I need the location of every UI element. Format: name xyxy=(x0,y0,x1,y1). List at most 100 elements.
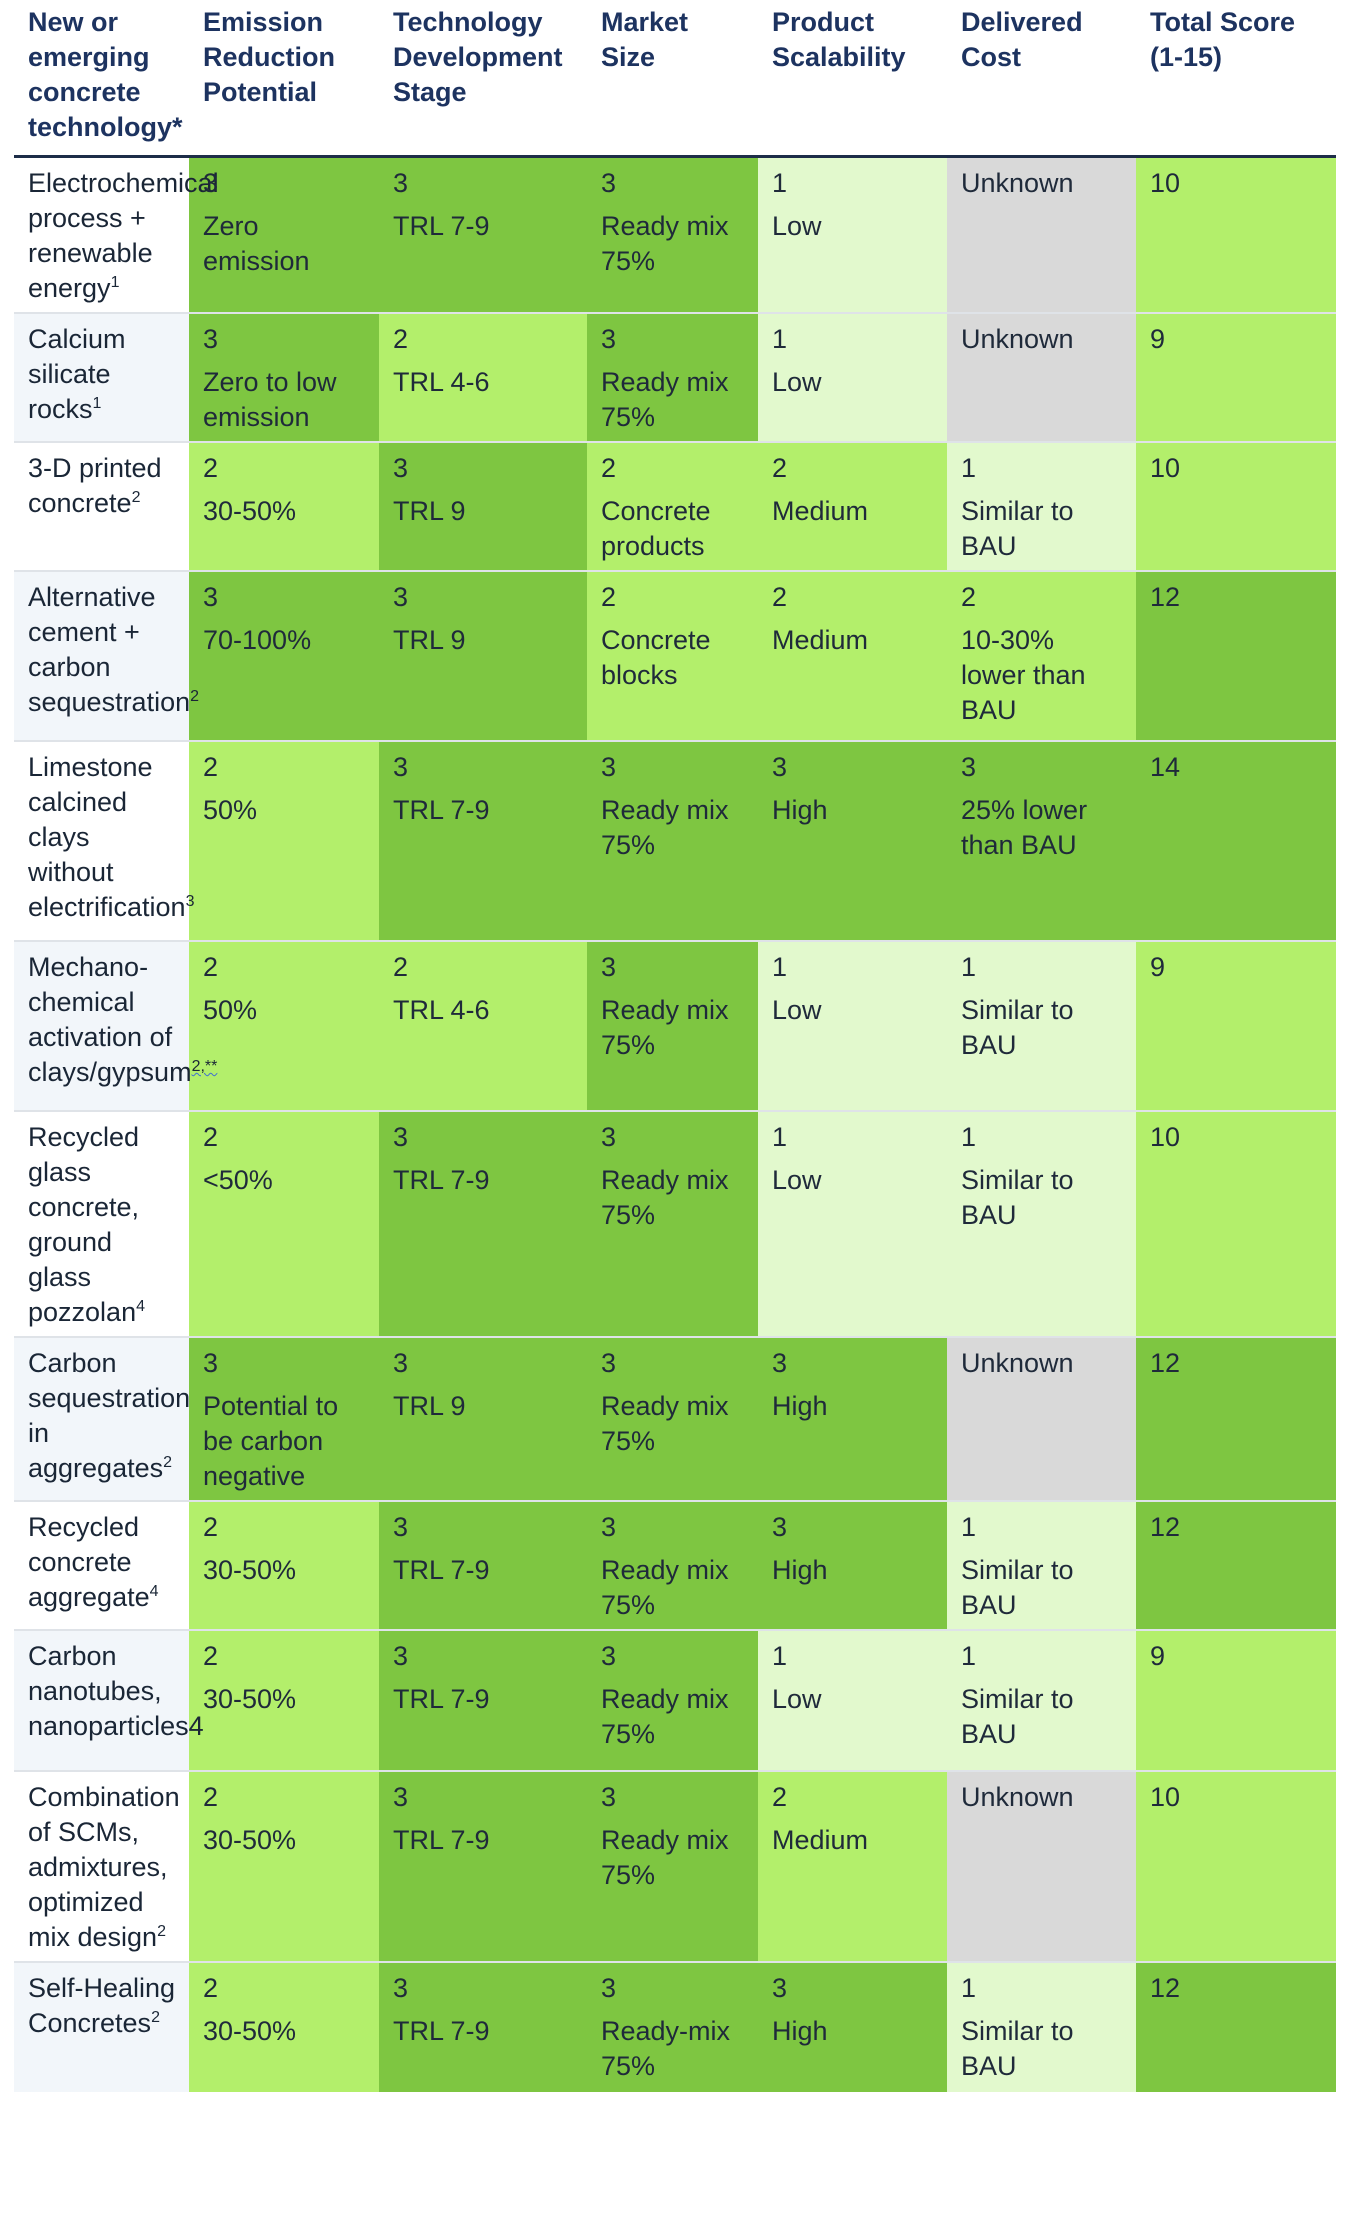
score-description: Ready mix 75% xyxy=(601,1825,729,1890)
scalability-cell: 3 High xyxy=(758,1336,947,1501)
total-score-cell: 10 xyxy=(1136,1770,1336,1962)
score-value: 3 xyxy=(393,1122,409,1152)
score-description: Similar to BAU xyxy=(961,1555,1074,1620)
score-value: 2 xyxy=(961,582,977,612)
score-description: 25% lower than BAU xyxy=(961,795,1088,860)
score-value: 1 xyxy=(961,1122,977,1152)
score-value: 1 xyxy=(961,952,977,982)
cost-cell: 1 Similar to BAU xyxy=(947,1500,1136,1630)
score-description: TRL 7-9 xyxy=(393,1825,490,1855)
score-value: 3 xyxy=(203,168,219,198)
score-description: Unknown xyxy=(961,324,1074,354)
stage-cell: 3 TRL 7-9 xyxy=(379,1629,587,1771)
score-value: 3 xyxy=(601,1782,617,1812)
score-description: 70-100% xyxy=(203,625,312,655)
score-value: 3 xyxy=(772,752,788,782)
stage-cell: 2 TRL 4-6 xyxy=(379,312,587,442)
score-value: 2 xyxy=(601,453,617,483)
score-description: 50% xyxy=(203,995,258,1025)
emission-cell: 2 30-50% xyxy=(189,1500,379,1630)
table-row: Recycled glass concrete, ground glass po… xyxy=(14,1110,1336,1337)
concrete-technology-score-table: New or emerging concrete technology* Emi… xyxy=(14,0,1336,2092)
score-description: Similar to BAU xyxy=(961,2016,1074,2081)
technology-name: Limestone calcined clays without electri… xyxy=(28,752,186,922)
score-value: 2 xyxy=(772,1782,788,1812)
score-description: TRL 7-9 xyxy=(393,2016,490,2046)
total-score-cell: 12 xyxy=(1136,1500,1336,1630)
score-description: Low xyxy=(772,211,822,241)
emission-cell: 3 70-100% xyxy=(189,570,379,741)
stage-cell: 3 TRL 9 xyxy=(379,441,587,571)
total-score-cell: 12 xyxy=(1136,1961,1336,2092)
score-description: 30-50% xyxy=(203,1555,297,1585)
cost-cell: 3 25% lower than BAU xyxy=(947,740,1136,941)
total-score-cell: 14 xyxy=(1136,740,1336,941)
table-row: Carbon sequestration in aggregates2 3 Pote… xyxy=(14,1336,1336,1501)
score-description: TRL 7-9 xyxy=(393,1165,490,1195)
score-value: 3 xyxy=(601,1973,617,2003)
score-value: 3 xyxy=(393,1348,409,1378)
score-value: 1 xyxy=(961,1641,977,1671)
technology-name: 3-D printed concrete xyxy=(28,453,162,518)
technology-cell: Alternative cement + carbon sequestratio… xyxy=(14,570,199,741)
market-cell: 3 Ready mix 75% xyxy=(587,740,758,941)
score-description: Low xyxy=(772,367,822,397)
score-description: TRL 7-9 xyxy=(393,1555,490,1585)
technology-cell: Recycled concrete aggregate4 xyxy=(14,1500,189,1630)
header-row: New or emerging concrete technology* Emi… xyxy=(14,0,1336,158)
table-header: New or emerging concrete technology* Emi… xyxy=(14,0,1336,158)
score-value: 2 xyxy=(203,1782,219,1812)
technology-name: Combination of SCMs, admixtures, optimiz… xyxy=(28,1782,180,1952)
cost-cell: 1 Similar to BAU xyxy=(947,940,1136,1111)
stage-cell: 3 TRL 7-9 xyxy=(379,1110,587,1337)
technology-name: Electrochemical process + renewable ener… xyxy=(28,168,219,303)
stage-cell: 3 TRL 7-9 xyxy=(379,1770,587,1962)
score-description: Low xyxy=(772,1684,822,1714)
score-description: High xyxy=(772,795,828,825)
cost-cell: 1 Similar to BAU xyxy=(947,1961,1136,2092)
score-value: 2 xyxy=(203,453,219,483)
score-description: Unknown xyxy=(961,1348,1074,1378)
score-description: Ready mix 75% xyxy=(601,1684,729,1749)
score-value: 1 xyxy=(772,952,788,982)
score-value: 1 xyxy=(961,453,977,483)
score-description: Concrete blocks xyxy=(601,625,711,690)
score-value: 3 xyxy=(203,324,219,354)
score-description: High xyxy=(772,1555,828,1585)
score-value: 2 xyxy=(203,1641,219,1671)
score-value: 2 xyxy=(203,952,219,982)
stage-cell: 3 TRL 9 xyxy=(379,570,587,741)
technology-cell: Self-Healing Concretes2 xyxy=(14,1961,189,2092)
footnote-reference: 2,** xyxy=(191,1058,218,1075)
score-description: 30-50% xyxy=(203,1684,297,1714)
emission-cell: 2 30-50% xyxy=(189,1770,379,1962)
technology-cell: Combination of SCMs, admixtures, optimiz… xyxy=(14,1770,189,1962)
market-cell: 2 Concrete blocks xyxy=(587,570,758,741)
cost-cell: Unknown xyxy=(947,1770,1136,1962)
market-cell: 3 Ready mix 75% xyxy=(587,1336,758,1501)
emission-cell: 3 Potential to be carbon negative xyxy=(189,1336,379,1501)
score-value: 2 xyxy=(203,1122,219,1152)
technology-name: Calcium silicate rocks xyxy=(28,324,126,424)
score-description: Similar to BAU xyxy=(961,1684,1074,1749)
score-description: Concrete products xyxy=(601,496,711,561)
technology-name: Mechano-chemical activation of clays/gyp… xyxy=(28,952,192,1087)
scalability-cell: 2 Medium xyxy=(758,570,947,741)
score-value: 3 xyxy=(393,582,409,612)
stage-cell: 3 TRL 7-9 xyxy=(379,1500,587,1630)
score-value: 3 xyxy=(601,952,617,982)
score-description: Low xyxy=(772,995,822,1025)
cost-cell: Unknown xyxy=(947,1336,1136,1501)
market-cell: 2 Concrete products xyxy=(587,441,758,571)
scalability-cell: 2 Medium xyxy=(758,1770,947,1962)
score-description: Potential to be carbon negative xyxy=(203,1391,339,1491)
emission-cell: 2 30-50% xyxy=(189,1629,379,1771)
table-row: Mechano-chemical activation of clays/gyp… xyxy=(14,940,1336,1111)
cost-cell: 2 10-30% lower than BAU xyxy=(947,570,1136,741)
scalability-cell: 1 Low xyxy=(758,940,947,1111)
score-value: 1 xyxy=(772,324,788,354)
scalability-cell: 2 Medium xyxy=(758,441,947,571)
score-value: 1 xyxy=(772,1122,788,1152)
total-score-cell: 10 xyxy=(1136,441,1336,571)
technology-cell: Calcium silicate rocks1 xyxy=(14,312,189,442)
